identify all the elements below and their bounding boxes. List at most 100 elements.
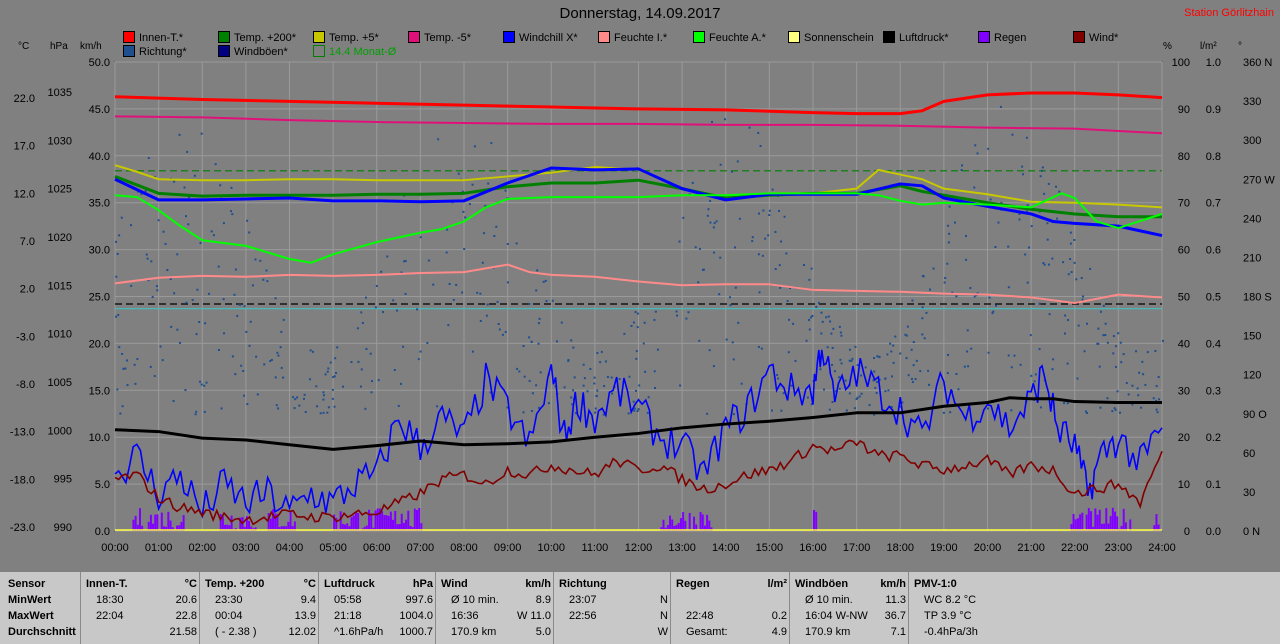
direction-point: [844, 379, 847, 382]
direction-point: [827, 315, 830, 318]
direction-point: [302, 397, 305, 400]
time-tick-label: 17:00: [843, 542, 871, 554]
rain-bar: [815, 511, 818, 531]
direction-point: [864, 366, 867, 369]
direction-point: [953, 221, 956, 224]
direction-point: [706, 214, 709, 217]
direction-point: [858, 395, 861, 398]
direction-point: [523, 375, 526, 378]
direction-point: [1155, 385, 1158, 388]
celsius-tick-label: 7.0: [20, 236, 35, 248]
direction-point: [820, 332, 823, 335]
direction-point: [868, 404, 871, 407]
direction-point: [464, 216, 467, 219]
rain-bar: [1098, 509, 1101, 531]
direction-point: [921, 275, 924, 278]
direction-point: [884, 377, 887, 380]
direction-point: [1104, 334, 1107, 337]
celsius-tick-label: 12.0: [14, 188, 35, 200]
legend-label: Regen: [994, 32, 1027, 44]
direction-point: [1127, 393, 1130, 396]
direction-point: [1154, 349, 1157, 352]
celsius-tick-label: 17.0: [14, 141, 35, 153]
direction-point: [751, 236, 754, 239]
direction-point: [929, 288, 932, 291]
time-tick-label: 15:00: [756, 542, 784, 554]
rain-bar: [354, 512, 357, 531]
stats-value: 0.2: [771, 610, 787, 622]
direction-point: [117, 313, 120, 316]
direction-point: [738, 217, 741, 220]
series-line: [114, 166, 1163, 237]
direction-point: [1097, 327, 1100, 330]
rain-bar: [1109, 516, 1112, 531]
stats-column: [908, 572, 1029, 644]
rain-bar: [389, 518, 392, 531]
rain-bar: [160, 512, 163, 531]
stats-column: [435, 572, 554, 644]
stats-time: 170.9 km: [805, 626, 851, 638]
direction-point: [203, 384, 206, 387]
direction-point: [217, 265, 220, 268]
direction-point: [932, 267, 935, 270]
direction-point: [528, 302, 531, 305]
rain-bar: [1157, 524, 1160, 531]
direction-point: [1010, 366, 1013, 369]
direction-point: [119, 412, 122, 415]
direction-point: [965, 258, 968, 261]
legend-swatch: [883, 31, 895, 43]
legend-swatch: [1073, 31, 1085, 43]
direction-point: [713, 251, 716, 254]
direction-point: [678, 240, 681, 243]
direction-point: [637, 408, 640, 411]
rain-tick-label: 0.2: [1206, 432, 1221, 444]
percent-tick-label: 40: [1178, 338, 1190, 350]
rain-bar: [385, 515, 388, 531]
rain-tick-label: 0.7: [1206, 198, 1221, 210]
direction-point: [1025, 136, 1028, 139]
direction-point: [296, 396, 299, 399]
direction-point: [943, 281, 946, 284]
direction-point: [567, 359, 570, 362]
direction-point: [698, 339, 701, 342]
direction-point: [365, 347, 368, 350]
rain-bar: [370, 513, 373, 531]
stats-time: 23:30: [215, 594, 243, 606]
rain-bar: [703, 525, 706, 531]
rain-bar: [1120, 525, 1123, 531]
hpa-tick-label: 990: [54, 522, 72, 534]
kmh-tick-label: 20.0: [89, 338, 110, 350]
stats-time: Ø 10 min.: [451, 594, 499, 606]
stats-value: 9.4: [300, 594, 316, 606]
rain-bar: [684, 520, 687, 531]
direction-point: [246, 403, 249, 406]
direction-point: [760, 347, 763, 350]
direction-point: [506, 406, 509, 409]
direction-point: [914, 378, 917, 381]
time-tick-label: 09:00: [494, 542, 522, 554]
direction-tick-label: 180 S: [1243, 292, 1272, 304]
series-line: [114, 263, 1163, 305]
direction-point: [995, 304, 998, 307]
direction-point: [782, 392, 785, 395]
legend-item: 14.4 Monat-Ø: [313, 45, 396, 58]
direction-point: [634, 389, 637, 392]
direction-point: [737, 321, 740, 324]
direction-point: [644, 370, 647, 373]
direction-point: [638, 384, 641, 387]
rain-bar: [1076, 518, 1079, 531]
direction-point: [242, 370, 245, 373]
direction-point: [333, 405, 336, 408]
direction-point: [894, 335, 897, 338]
direction-point: [1075, 278, 1078, 281]
hpa-unit-label: hPa: [50, 41, 68, 52]
rain-bar: [239, 517, 242, 531]
rain-tick-label: 0.9: [1206, 104, 1221, 116]
direction-point: [208, 292, 211, 295]
legend-swatch: [218, 45, 230, 57]
direction-point: [471, 183, 474, 186]
direction-point: [316, 405, 319, 408]
direction-point: [949, 411, 952, 414]
kmh-tick-label: 40.0: [89, 151, 110, 163]
direction-point: [485, 314, 488, 317]
